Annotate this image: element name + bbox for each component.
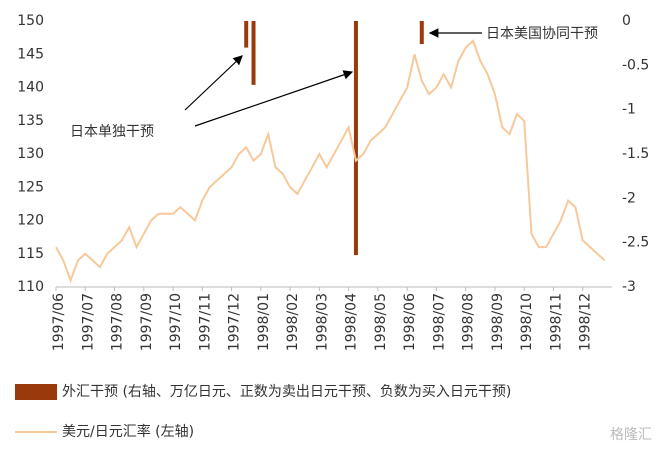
y-tick-label: 145 [17,46,44,62]
bar [251,21,256,85]
legend-label: 美元/日元汇率 (左轴) [62,423,194,440]
y-tick-label: 150 [17,13,44,29]
y-tick-label: 120 [17,213,44,229]
y2-tick-label: -3 [622,279,636,295]
y-tick-label: 125 [17,179,44,195]
annotation: 日本单独干预 [70,124,154,140]
x-tick-label: 1997/07 [80,293,96,351]
x-tick-label: 1997/09 [139,293,155,351]
legend-swatch [15,384,57,400]
y2-tick-label: -1.5 [622,146,649,162]
line [55,39,606,284]
x-tick-label: 1997/10 [168,293,184,351]
bar [419,21,424,45]
y-tick-label: 115 [17,246,44,262]
y-tick-label: 140 [17,80,44,96]
y-tick-label: 130 [17,146,44,162]
x-tick-label: 1998/02 [285,293,301,351]
x-tick-label: 1997/08 [110,293,126,351]
x-tick-label: 1998/05 [373,293,389,351]
annotation-arrow [184,55,243,111]
x-tick-label: 1998/12 [578,293,594,351]
x-tick-label: 1997/12 [227,293,243,351]
x-tick-label: 1998/07 [431,293,447,351]
y2-tick-label: -0.5 [622,57,649,73]
x-tick-label: 1997/11 [197,293,213,351]
y-tick-label: 135 [17,113,44,129]
y2-tick-label: -2 [622,190,636,206]
bar [353,21,358,256]
y2-tick-label: -2.5 [622,235,649,251]
x-tick-label: 1998/11 [548,293,564,351]
legend-label: 外汇干预 (右轴、万亿日元、正数为卖出日元干预、负数为买入日元干预) [62,384,511,400]
annotation: 日本美国协同干预 [486,26,598,42]
watermark: 格隆汇 [610,427,652,443]
x-tick-label: 1998/10 [519,293,535,351]
x-tick-label: 1998/08 [461,293,477,351]
annotation-arrow [194,70,354,127]
x-tick-label: 1997/06 [51,293,67,351]
bar [244,21,249,48]
y-tick-label: 110 [17,279,44,295]
y2-tick-label: -1 [622,102,636,118]
x-tick-label: 1998/03 [314,293,330,351]
x-tick-label: 1998/09 [490,293,506,351]
y2-tick-label: 0 [622,13,631,29]
x-tick-label: 1998/06 [402,293,418,351]
x-tick-label: 1998/04 [344,293,360,351]
x-tick-label: 1998/01 [256,293,272,351]
